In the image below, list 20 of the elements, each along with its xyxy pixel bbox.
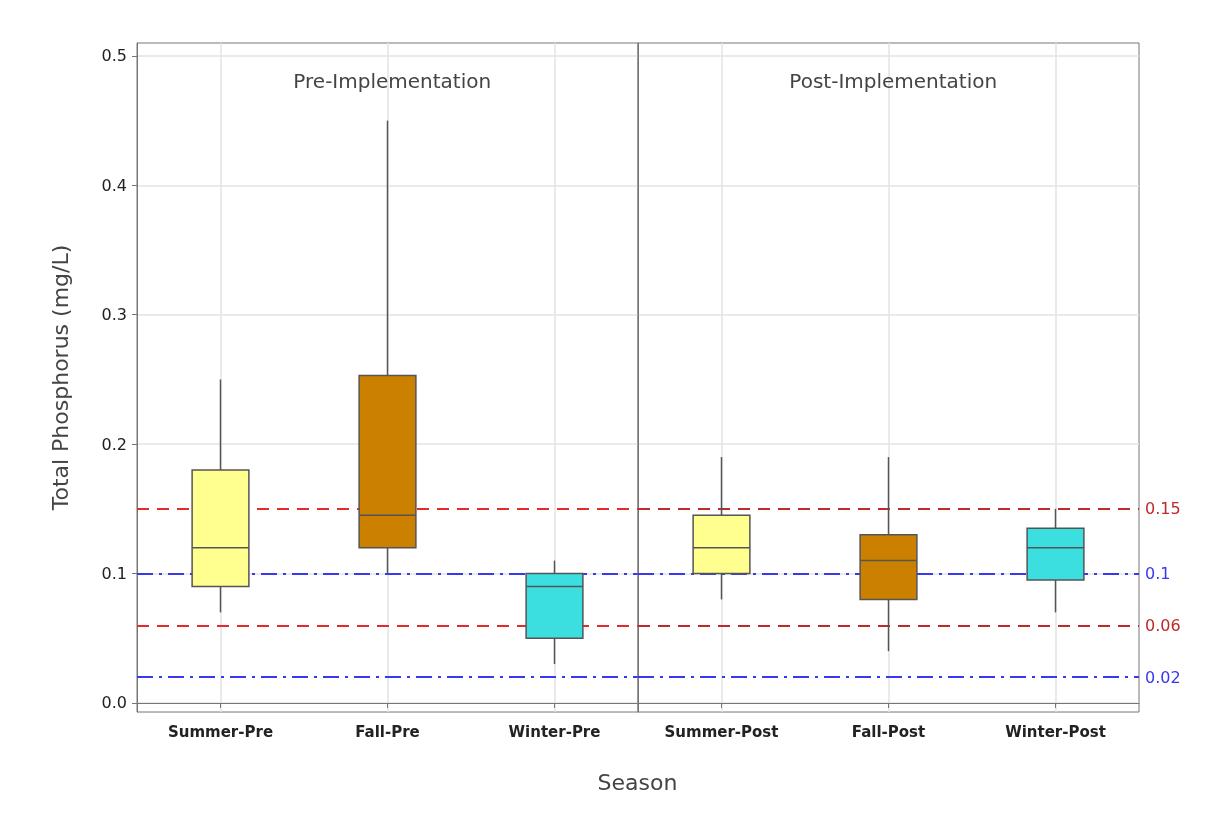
text: Post-Implementation — [788, 69, 997, 93]
x-tick-label: Winter-Post — [1004, 722, 1106, 741]
x-tick-label: Winter-Pre — [508, 722, 601, 741]
x-tick-label: Fall-Pre — [355, 722, 420, 741]
y-axis-title: Total Phosphorus (mg/L) — [47, 244, 73, 512]
x-tick-label: Summer-Pre — [167, 722, 274, 741]
y-tick-label: 0.4 — [101, 175, 127, 195]
y-tick-label: 0.1 — [101, 564, 127, 584]
y-tick-label: 0.0 — [101, 693, 127, 713]
x-tick-label: Summer-Post — [664, 722, 778, 741]
ref-line-label: 0.02 — [1144, 667, 1181, 687]
ref-line-label: 0.15 — [1144, 499, 1181, 519]
x-axis-title: Season — [596, 770, 679, 796]
ref-line-label: 0.1 — [1144, 564, 1170, 584]
text: Pre-Implementation — [293, 69, 492, 93]
y-tick-label: 0.3 — [101, 305, 127, 325]
x-tick-label: Fall-Post — [851, 722, 925, 741]
y-tick-label: 0.5 — [101, 46, 127, 66]
y-tick-label: 0.2 — [101, 434, 127, 454]
ref-line-label: 0.06 — [1144, 615, 1181, 635]
